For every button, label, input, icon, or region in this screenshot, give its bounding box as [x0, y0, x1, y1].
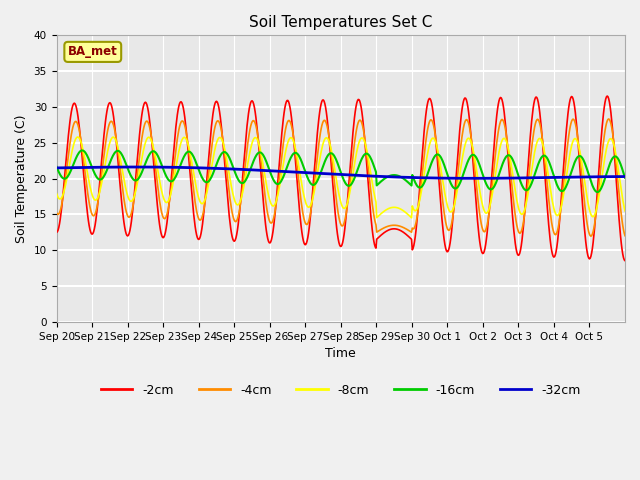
- Legend: -2cm, -4cm, -8cm, -16cm, -32cm: -2cm, -4cm, -8cm, -16cm, -32cm: [96, 379, 586, 402]
- Y-axis label: Soil Temperature (C): Soil Temperature (C): [15, 114, 28, 243]
- X-axis label: Time: Time: [325, 347, 356, 360]
- Text: BA_met: BA_met: [68, 46, 118, 59]
- Title: Soil Temperatures Set C: Soil Temperatures Set C: [249, 15, 433, 30]
